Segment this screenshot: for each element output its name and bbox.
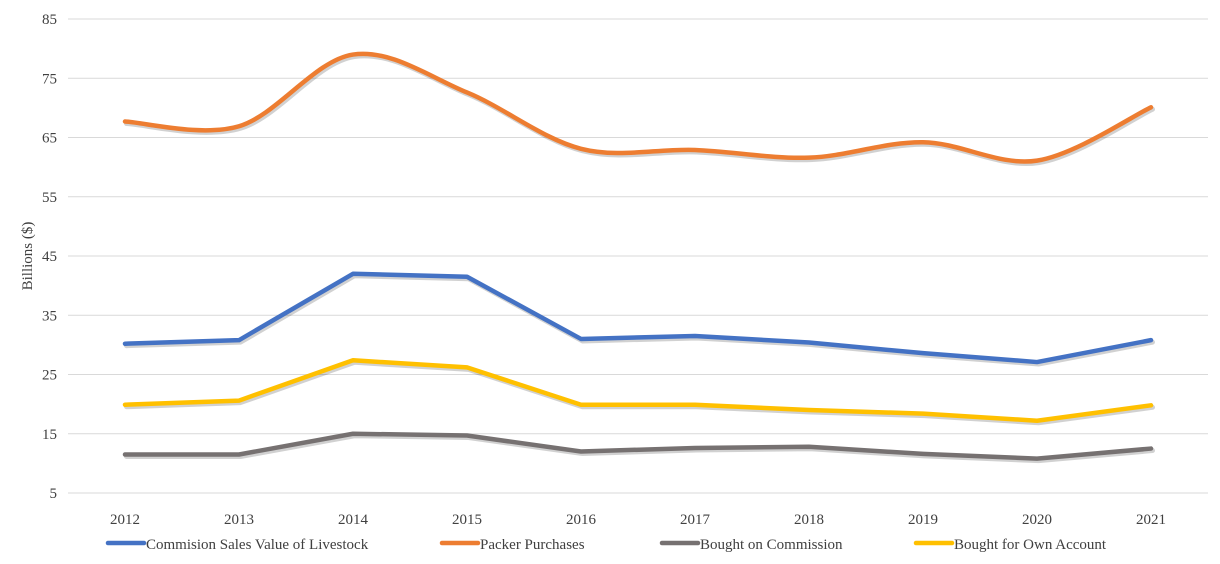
x-tick-label: 2020	[1022, 512, 1052, 528]
x-axis-ticks: 2012 2013 2014 2015 2016 2017 2018 2019 2020 2021	[110, 512, 1166, 528]
series-shadow	[124, 359, 1155, 426]
x-tick-label: 2012	[110, 512, 140, 528]
y-tick-label: 55	[42, 190, 57, 206]
y-axis-title: Billions ($)	[20, 222, 36, 291]
legend-label: Packer Purchases	[480, 537, 585, 553]
gridlines	[68, 18, 1208, 494]
legend-label: Bought for Own Account	[954, 537, 1107, 553]
series-lines	[122, 51, 1155, 464]
x-tick-label: 2014	[338, 512, 369, 528]
x-tick-label: 2013	[224, 512, 254, 528]
x-tick-label: 2018	[794, 512, 824, 528]
y-axis-ticks: 5 15 25 35 45 55 65 75 85	[42, 12, 57, 502]
series-line-3	[122, 431, 1154, 461]
y-tick-label: 25	[42, 368, 57, 384]
legend: Commision Sales Value of Livestock Packer…	[105, 537, 1107, 553]
series-shadow	[124, 273, 1155, 367]
series-shadow	[124, 53, 1155, 166]
y-tick-label: 5	[50, 486, 58, 502]
y-tick-label: 35	[42, 308, 57, 324]
y-tick-label: 85	[42, 12, 57, 28]
x-tick-label: 2019	[908, 512, 938, 528]
y-tick-label: 15	[42, 427, 57, 443]
x-tick-label: 2015	[452, 512, 482, 528]
x-tick-label: 2016	[566, 512, 597, 528]
y-tick-label: 65	[42, 131, 57, 147]
x-tick-label: 2017	[680, 512, 711, 528]
x-tick-label: 2021	[1136, 512, 1166, 528]
legend-label: Commision Sales Value of Livestock	[146, 537, 369, 553]
y-tick-label: 75	[42, 71, 57, 87]
y-tick-label: 45	[42, 249, 57, 265]
series-line-4	[122, 358, 1154, 423]
series-line-2	[122, 51, 1154, 164]
series-line-1	[122, 271, 1154, 365]
legend-label: Bought on Commission	[700, 537, 843, 553]
